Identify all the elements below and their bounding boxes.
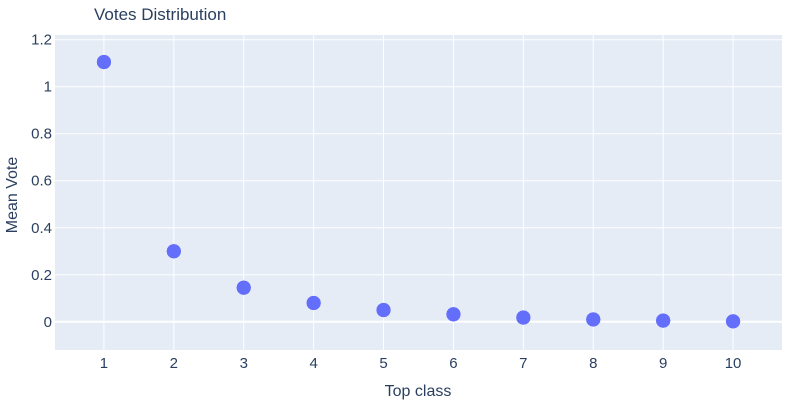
- data-point[interactable]: [96, 54, 112, 70]
- x-gridlines: [103, 35, 734, 350]
- x-axis-label: Top class: [385, 383, 452, 400]
- data-point[interactable]: [585, 311, 602, 328]
- y-tick-label: 0: [44, 314, 52, 331]
- y-axis-label: Mean Vote: [4, 157, 21, 234]
- data-point[interactable]: [445, 306, 462, 323]
- data-point[interactable]: [375, 302, 392, 318]
- x-tick-labels: 1 2 3 4 5 6 7 8 9 10: [100, 355, 742, 372]
- x-tick-label: 6: [449, 355, 457, 372]
- x-tick-label: 9: [659, 355, 667, 372]
- x-tick-label: 8: [589, 355, 597, 372]
- x-tick-label: 3: [240, 355, 248, 372]
- data-point[interactable]: [235, 279, 252, 296]
- data-point[interactable]: [515, 309, 532, 326]
- data-point[interactable]: [725, 313, 741, 330]
- x-tick-label: 7: [519, 355, 527, 372]
- x-tick-label: 4: [309, 355, 317, 372]
- x-tick-label: 1: [100, 355, 108, 372]
- x-tick-label: 2: [170, 355, 178, 372]
- y-tick-label: 0.6: [31, 173, 52, 190]
- y-tick-label: 0.8: [31, 126, 52, 143]
- y-gridlines: [55, 39, 782, 323]
- y-tick-label: 0.2: [31, 267, 52, 284]
- data-point[interactable]: [305, 295, 322, 311]
- y-tick-label: 1: [44, 79, 52, 96]
- data-points: [96, 54, 741, 330]
- x-tick-label: 5: [379, 355, 387, 372]
- data-point[interactable]: [655, 312, 671, 329]
- data-point[interactable]: [166, 243, 182, 260]
- chart-title: Votes Distribution: [94, 5, 226, 24]
- y-tick-label: 0.4: [31, 220, 52, 237]
- x-tick-label: 10: [725, 355, 742, 372]
- y-tick-labels: 0 0.2 0.4 0.6 0.8 1 1.2: [31, 32, 52, 331]
- y-tick-label: 1.2: [31, 32, 52, 49]
- plot-area: [55, 35, 782, 350]
